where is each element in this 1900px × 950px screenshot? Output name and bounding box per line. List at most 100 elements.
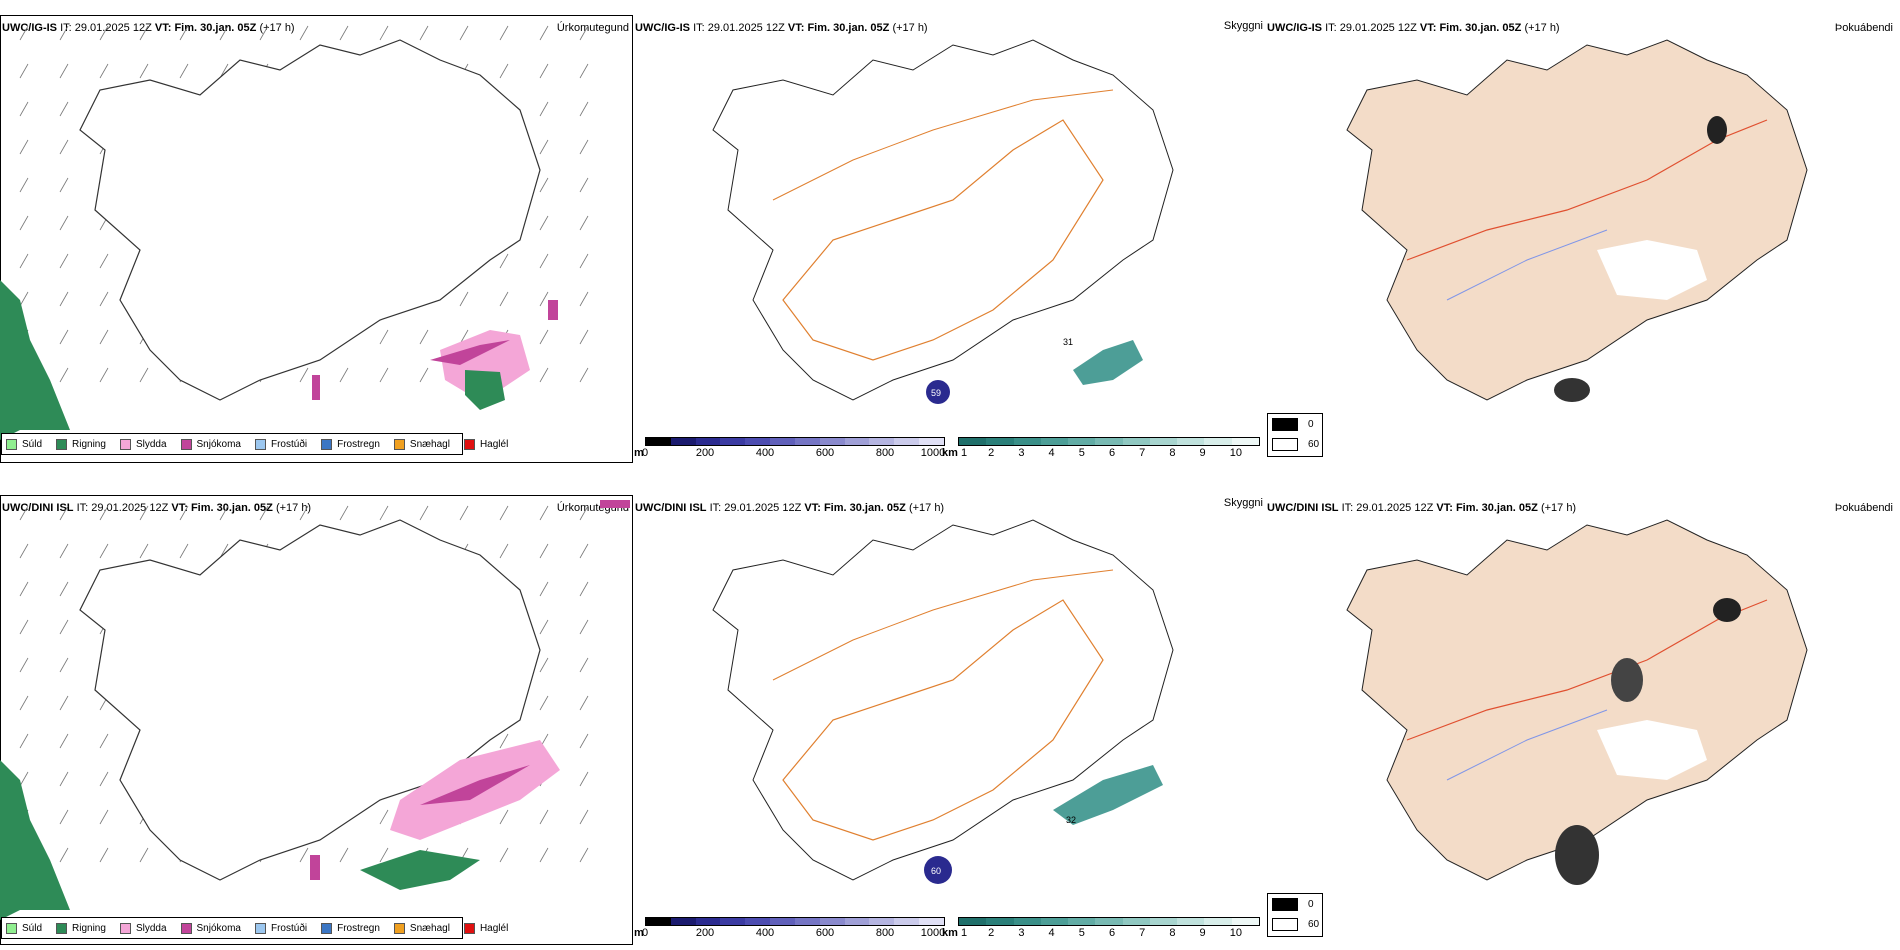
tick-label: 10 [1229,927,1242,939]
lead-time: (+17 h) [908,502,945,514]
cover-legend: 0 60 [1267,413,1323,457]
legend-item: Frostúði [254,438,307,450]
vt-time: Fim. 30.jan. 05Z [1455,502,1538,514]
precip-map-bottom [0,500,630,920]
vt-time: Fim. 30.jan. 05Z [823,502,906,514]
it-time: 29.01.2025 12Z [1356,502,1434,514]
legend-label: Rigning [72,438,106,450]
lead-time: (+17 h) [259,22,295,34]
lead-time: (+17 h) [1524,22,1560,34]
cover-label: 0 [1308,898,1314,910]
vis-label: 34 [1111,394,1121,404]
legend-swatch [463,438,475,450]
lead-time: (+17 h) [892,22,928,34]
cover-label: 0 [1308,418,1314,430]
cloud-cover-panel-bottom: UWC/DINI ISL IT: 29.01.2025 12Z VT: Fim.… [1267,480,1900,945]
legend-item: Snæhagl [393,438,450,450]
cover-legend-row: 60 [1268,434,1322,454]
it-time: 29.01.2025 12Z [724,502,802,514]
legend-label: Snæhagl [409,922,450,934]
model-name: UWC/DINI ISL [635,502,707,514]
panel-title: UWC/IG-IS IT: 29.01.2025 12Z VT: Fim. 30… [2,22,295,34]
tick-label: 4 [1048,927,1055,939]
model-name: UWC/IG-IS [635,22,690,34]
tick-label: 0 [641,447,649,459]
height-colorbar [645,437,945,446]
precip-type-panel-bottom: UWC/DINI ISL IT: 29.01.2025 12Z VT: Fim.… [0,480,633,945]
it-time: 29.01.2025 12Z [1339,22,1417,34]
panel-title: UWC/IG-IS IT: 29.01.2025 12Z VT: Fim. 30… [635,22,928,34]
visibility-panel-bottom: UWC/DINI ISL IT: 29.01.2025 12Z VT: Fim.… [633,480,1267,945]
panel-title: UWC/DINI ISL IT: 29.01.2025 12Z VT: Fim.… [635,502,944,514]
km-unit: km [942,927,958,939]
tick-label: 2 [988,447,995,459]
legend-swatch [180,922,192,934]
tick-label: 10 [1229,447,1242,459]
map-frame [0,15,633,463]
precip-legend: Súld Rigning Slydda Snjókoma Frostúði Fr… [1,433,508,455]
legend-swatch [254,922,266,934]
km-unit: km [942,447,958,459]
tick-label: 800 [875,447,895,459]
legend-swatch [463,922,475,934]
tick-label: 200 [695,927,715,939]
legend-item: Rigning [56,438,106,450]
cover-legend: 0 60 [1267,893,1323,937]
panel-title: UWC/DINI ISL IT: 29.01.2025 12Z VT: Fim.… [1267,502,1576,514]
legend-label: Rigning [72,922,106,934]
model-name: UWC/IG-IS [2,22,57,34]
cover-label: 60 [1308,438,1320,450]
legend-label: Frostregn [337,438,380,450]
cover-label: 60 [1308,918,1320,930]
tick-label: 9 [1199,927,1206,939]
tick-label: 2 [988,927,995,939]
legend-swatch [56,922,68,934]
legend-swatch [321,922,333,934]
vt-label: VT: [804,502,821,514]
legend-label: Haglél [479,922,509,934]
legend-label: Slydda [135,922,167,934]
visibility-map-top: 59 31 34 [712,39,1174,404]
vis-label: 59 [931,388,941,398]
height-unit: m [634,927,644,939]
vt-label: VT: [154,22,172,34]
vt-label: VT: [787,22,805,34]
tick-label: 400 [755,927,775,939]
cover-swatch [1272,897,1298,911]
visibility-panel-top: UWC/IG-IS IT: 29.01.2025 12Z VT: Fim. 30… [633,0,1267,463]
vt-time: Fim. 30.jan. 05Z [807,22,890,34]
tick-label: 1 [960,927,968,939]
tick-label: 600 [815,447,835,459]
vt-label: VT: [1419,22,1437,34]
cover-swatch [1272,417,1298,431]
legend-swatch [321,438,333,450]
height-colorbar [645,917,945,926]
legend-item: Frostregn [321,922,380,934]
legend-item: Slydda [119,438,167,450]
legend-swatch [180,438,192,450]
vt-label: VT: [1436,502,1453,514]
legend-swatch [6,922,17,934]
it-time: 29.01.2025 12Z [74,22,152,34]
cloud-cover-panel-top: UWC/IG-IS IT: 29.01.2025 12Z VT: Fim. 30… [1267,0,1900,463]
cloud-cover-label: Þokuábendi [1834,502,1893,514]
it-label: IT: [1325,22,1337,34]
legend-swatch [119,922,131,934]
tick-label: 7 [1139,927,1146,939]
legend-swatch [254,438,266,450]
tick-label: 0 [641,927,649,939]
it-label: IT: [693,22,705,34]
tick-label: 3 [1018,447,1025,459]
it-label: IT: [76,502,89,514]
legend-label: Súld [22,922,43,934]
tick-label: 600 [815,927,835,939]
legend-item: Súld [6,922,43,934]
vis-label: 32 [1066,815,1076,825]
legend-label: Snjókoma [196,922,241,934]
legend-item: Frostúði [254,922,307,934]
km-colorbar [958,917,1260,926]
legend-item: Snjókoma [180,438,241,450]
lead-time: (+17 h) [1540,502,1577,514]
cover-swatch [1272,917,1298,931]
vt-time: Fim. 30.jan. 05Z [174,22,257,34]
